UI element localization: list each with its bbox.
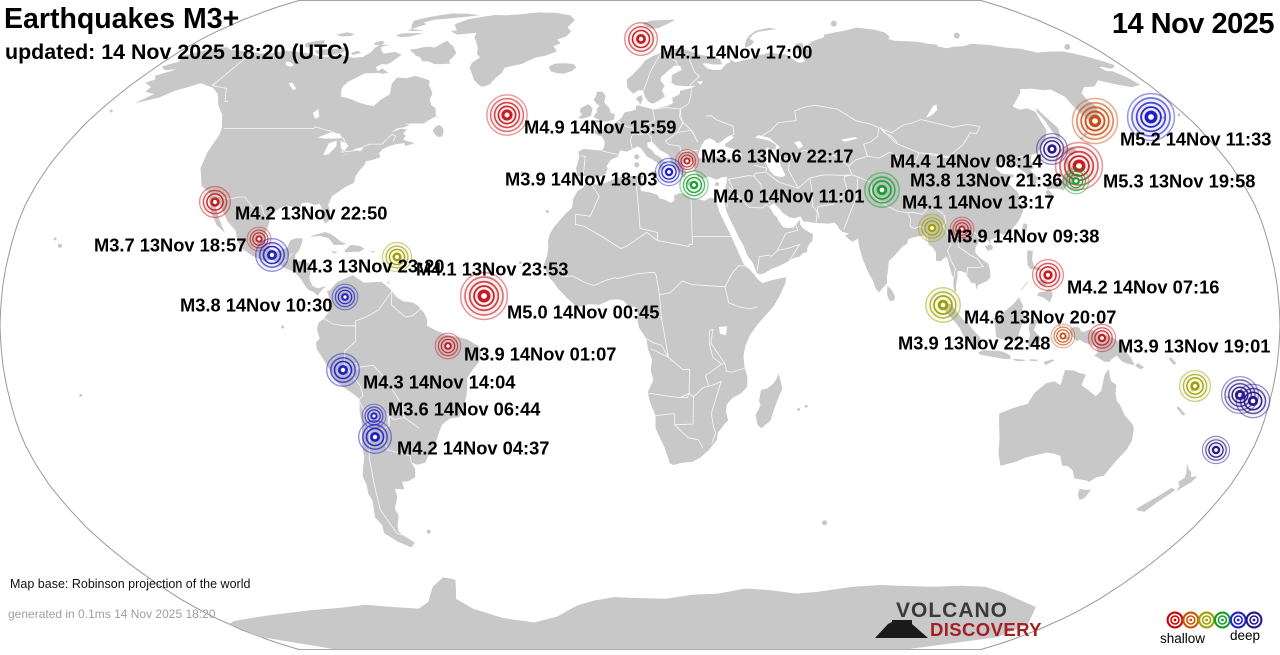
svg-text:M5.3 13Nov 19:58: M5.3 13Nov 19:58 — [1103, 171, 1255, 192]
svg-text:M4.2 13Nov 22:50: M4.2 13Nov 22:50 — [235, 203, 387, 224]
svg-text:M4.4 14Nov 08:14: M4.4 14Nov 08:14 — [890, 151, 1043, 172]
svg-text:M5.0 14Nov 00:45: M5.0 14Nov 00:45 — [507, 302, 659, 323]
svg-text:M3.8 13Nov 21:36: M3.8 13Nov 21:36 — [910, 170, 1062, 191]
svg-text:M3.6 13Nov 22:17: M3.6 13Nov 22:17 — [701, 146, 853, 167]
svg-text:M4.1 14Nov 13:17: M4.1 14Nov 13:17 — [902, 192, 1054, 213]
svg-text:M3.9 14Nov 01:07: M3.9 14Nov 01:07 — [464, 344, 616, 365]
svg-text:M4.1 14Nov 17:00: M4.1 14Nov 17:00 — [660, 42, 812, 63]
svg-text:M3.9 13Nov 19:01: M3.9 13Nov 19:01 — [1118, 336, 1270, 357]
svg-text:M4.9 14Nov 15:59: M4.9 14Nov 15:59 — [524, 117, 676, 138]
svg-text:deep: deep — [1230, 628, 1260, 643]
svg-text:M4.1 13Nov 23:53: M4.1 13Nov 23:53 — [416, 259, 568, 280]
svg-text:M4.0 14Nov 11:01: M4.0 14Nov 11:01 — [713, 186, 864, 207]
svg-text:M3.9 14Nov 09:38: M3.9 14Nov 09:38 — [947, 226, 1099, 247]
svg-text:M3.7 13Nov 18:57: M3.7 13Nov 18:57 — [94, 235, 246, 256]
svg-text:shallow: shallow — [1160, 631, 1205, 646]
svg-text:M3.8 14Nov 10:30: M3.8 14Nov 10:30 — [180, 295, 332, 316]
svg-text:M4.3 13Nov 23:20: M4.3 13Nov 23:20 — [292, 256, 444, 277]
svg-text:VOLCANO: VOLCANO — [896, 599, 1008, 622]
svg-text:DISCOVERY: DISCOVERY — [930, 619, 1042, 640]
svg-text:M3.9 14Nov 18:03: M3.9 14Nov 18:03 — [505, 169, 657, 190]
svg-text:M3.9 13Nov 22:48: M3.9 13Nov 22:48 — [898, 333, 1050, 354]
svg-text:M4.2 14Nov 04:37: M4.2 14Nov 04:37 — [397, 438, 549, 459]
svg-text:M4.3 14Nov 14:04: M4.3 14Nov 14:04 — [363, 372, 516, 393]
svg-text:M5.2 14Nov 11:33: M5.2 14Nov 11:33 — [1120, 129, 1271, 150]
svg-text:M4.6 13Nov 20:07: M4.6 13Nov 20:07 — [964, 307, 1116, 328]
svg-text:M4.2 14Nov 07:16: M4.2 14Nov 07:16 — [1067, 277, 1219, 298]
svg-text:M3.6 14Nov 06:44: M3.6 14Nov 06:44 — [388, 399, 541, 420]
